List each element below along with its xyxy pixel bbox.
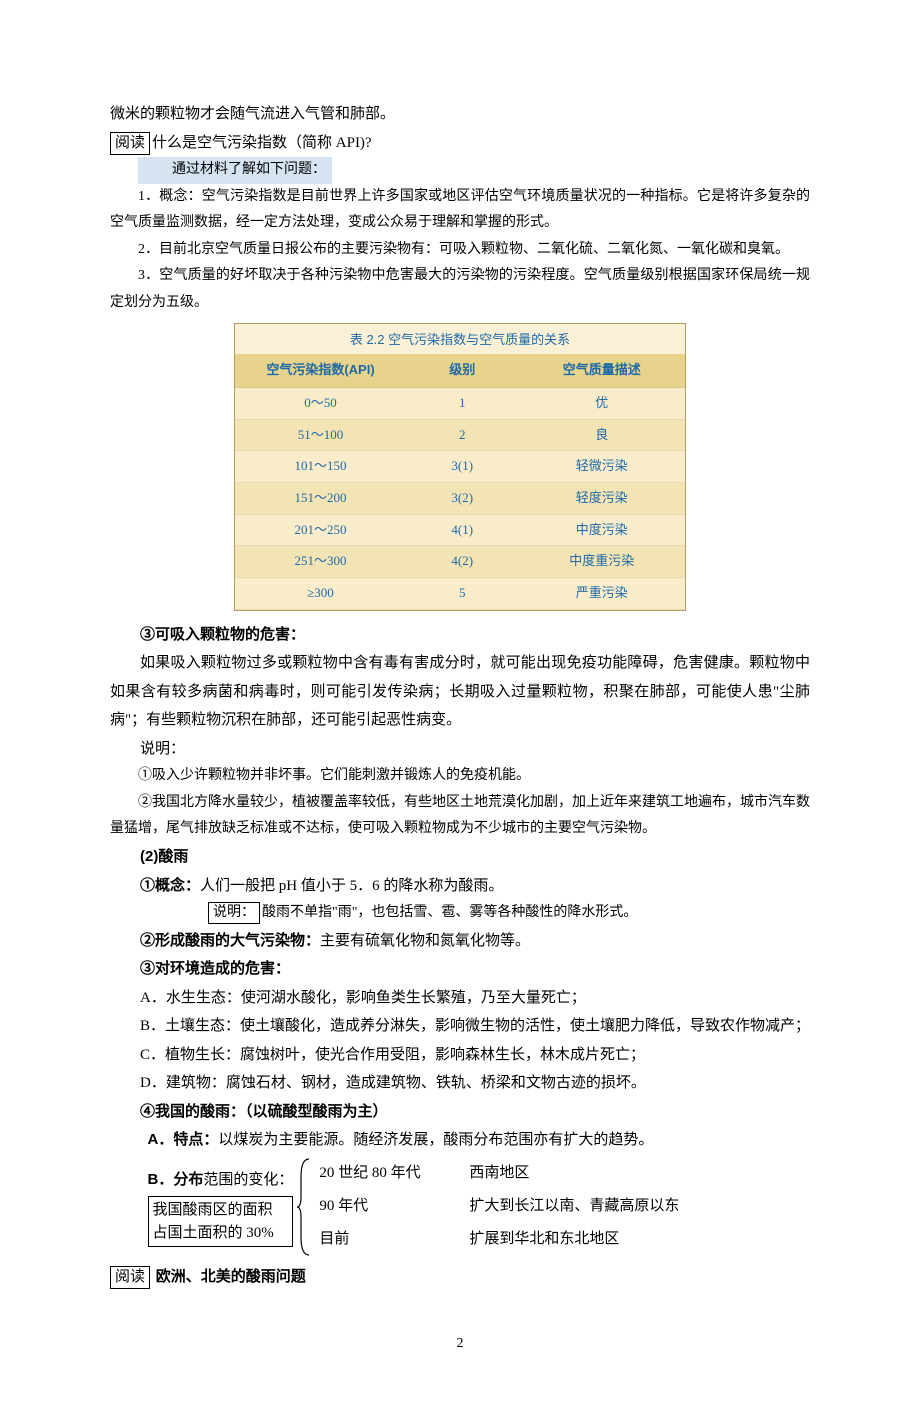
api-table-wrap: 表 2.2 空气污染指数与空气质量的关系 空气污染指数(API)级别空气质量描述… [110,323,810,611]
table-row: 0～501优 [235,387,685,419]
cn-acid-heading-text: ④我国的酸雨：（以硫酸型酸雨为主） [140,1103,388,1120]
bracket-period: 20 世纪 80 年代 [319,1157,469,1190]
api-table-box: 表 2.2 空气污染指数与空气质量的关系 空气污染指数(API)级别空气质量描述… [234,323,686,611]
cn-a: A．特点：以煤炭为主要能源。随经济发展，酸雨分布范围亦有扩大的趋势。 [110,1126,810,1155]
acid-note: 说明：酸雨不单指"雨"，也包括雪、雹、雾等各种酸性的降水形式。 [110,900,810,927]
acid-form: ②形成酸雨的大气污染物：主要有硫氧化物和氮氧化物等。 [110,927,810,956]
api-table-caption: 表 2.2 空气污染指数与空气质量的关系 [235,324,685,355]
bracket-region: 西南地区 [469,1157,529,1190]
table-cell: 轻度污染 [519,483,686,515]
acid-heading: (2)酸雨 [110,843,810,872]
acid-concept: ①概念：人们一般把 pH 值小于 5．6 的降水称为酸雨。 [110,872,810,901]
intro-continuation: 微米的颗粒物才会随气流进入气管和肺部。 [110,100,810,129]
table-cell: 中度污染 [519,514,686,546]
api-table: 空气污染指数(API)级别空气质量描述 0～501优51～1002良101～15… [235,354,685,610]
table-cell: 1 [406,387,519,419]
bracket-right-row: 20 世纪 80 年代西南地区 [319,1157,679,1190]
acid-concept-label: ①概念： [140,877,200,894]
table-cell: 101～150 [235,451,406,483]
bracket-left-line2: 我国酸雨区的面积 [153,1199,289,1222]
table-cell: 3(2) [406,483,519,515]
table-cell: 51～100 [235,419,406,451]
harm-b: B．土壤生态：使土壤酸化，造成养分淋失，影响微生物的活性，使土壤肥力降低，导致农… [110,1012,810,1041]
harm-c: C．植物生长：腐蚀树叶，使光合作用受阻，影响森林生长，林木成片死亡； [110,1041,810,1070]
bracket-period: 目前 [319,1223,469,1256]
harm-p1: 如果吸入颗粒物过多或颗粒物中含有毒有害成分时，就可能出现免疫功能障碍，危害健康。… [110,649,810,735]
cn-b-suffix: 范围的变化： [203,1172,293,1188]
bracket-right-row: 目前扩展到华北和东北地区 [319,1223,679,1256]
table-cell: 251～300 [235,546,406,578]
acid-form-text: 主要有硫氧化物和氮氧化物等。 [320,933,530,949]
table-cell: 4(1) [406,514,519,546]
cn-b-label: B．分布 [148,1171,204,1188]
table-cell: 轻微污染 [519,451,686,483]
bracket-period: 90 年代 [319,1190,469,1223]
highlight-line: 通过材料了解如下问题： [110,157,810,184]
api-th: 空气污染指数(API) [235,354,406,387]
table-cell: 良 [519,419,686,451]
api-table-header-row: 空气污染指数(API)级别空气质量描述 [235,354,685,387]
distribution-bracket: B．分布范围的变化： 我国酸雨区的面积 占国土面积的 30% 20 世纪 80 … [110,1157,810,1257]
table-cell: 3(1) [406,451,519,483]
explain-2: ②我国北方降水量较少，植被覆盖率较低，有些地区土地荒漠化加剧，加上近年来建筑工地… [110,790,810,843]
api-th: 空气质量描述 [519,354,686,387]
table-cell: ≥300 [235,578,406,610]
cn-acid-heading: ④我国的酸雨：（以硫酸型酸雨为主） [110,1098,810,1127]
explain-1: ①吸入少许颗粒物并非坏事。它们能刺激并锻炼人的免疫机能。 [110,763,810,790]
table-row: 51～1002良 [235,419,685,451]
table-row: ≥3005严重污染 [235,578,685,610]
bracket-left-box: 我国酸雨区的面积 占国土面积的 30% [148,1196,294,1247]
harm-d: D．建筑物：腐蚀石材、钢材，造成建筑物、铁轨、桥梁和文物古迹的损坏。 [110,1069,810,1098]
table-cell: 中度重污染 [519,546,686,578]
table-cell: 5 [406,578,519,610]
page-number: 2 [110,1331,810,1358]
harm-a: A．水生生态：使河湖水酸化，影响鱼类生长繁殖，乃至大量死亡； [110,984,810,1013]
explain-label: 说明： [110,735,810,764]
bracket-region: 扩大到长江以南、青藏高原以东 [469,1190,679,1223]
cn-a-text: 以煤炭为主要能源。随经济发展，酸雨分布范围亦有扩大的趋势。 [218,1132,653,1148]
highlight-text: 通过材料了解如下问题： [138,157,332,184]
table-cell: 151～200 [235,483,406,515]
reading-title-2: 欧洲、北美的酸雨问题 [156,1268,306,1285]
bracket-left-line1: B．分布范围的变化： [148,1166,294,1195]
acid-harm-label-text: ③对环境造成的危害： [140,960,290,977]
curly-brace-icon [295,1157,313,1257]
harm-heading-text: ③可吸入颗粒物的危害： [140,626,305,643]
table-row: 101～1503(1)轻微污染 [235,451,685,483]
acid-harm-label: ③对环境造成的危害： [110,955,810,984]
reading-title-1: 什么是空气污染指数（简称 API)? [152,135,372,151]
table-row: 201～2504(1)中度污染 [235,514,685,546]
table-row: 251～3004(2)中度重污染 [235,546,685,578]
table-cell: 4(2) [406,546,519,578]
table-cell: 201～250 [235,514,406,546]
table-cell: 0～50 [235,387,406,419]
table-row: 151～2003(2)轻度污染 [235,483,685,515]
api-p2: 2．目前北京空气质量日报公布的主要污染物有：可吸入颗粒物、二氧化硫、二氧化氮、一… [110,237,810,264]
reading-block-2: 阅读 欧洲、北美的酸雨问题 [110,1263,810,1292]
bracket-left-line3: 占国土面积的 30% [153,1222,289,1245]
harm-heading: ③可吸入颗粒物的危害： [110,621,810,650]
acid-form-label: ②形成酸雨的大气污染物： [140,932,320,949]
reading-block-1: 阅读什么是空气污染指数（简称 API)? [110,129,810,158]
bracket-region: 扩展到华北和东北地区 [469,1223,619,1256]
table-cell: 优 [519,387,686,419]
reading-box-label: 阅读 [110,132,150,155]
bracket-right-row: 90 年代扩大到长江以南、青藏高原以东 [319,1190,679,1223]
acid-note-box: 说明： [208,902,260,924]
reading-box-label-2: 阅读 [110,1266,150,1289]
acid-concept-text: 人们一般把 pH 值小于 5．6 的降水称为酸雨。 [200,878,503,894]
api-p1: 1．概念：空气污染指数是目前世界上许多国家或地区评估空气环境质量状况的一种指标。… [110,184,810,237]
cn-a-label: A．特点： [148,1131,219,1148]
api-th: 级别 [406,354,519,387]
bracket-left: B．分布范围的变化： 我国酸雨区的面积 占国土面积的 30% [148,1157,294,1257]
table-cell: 严重污染 [519,578,686,610]
bracket-right: 20 世纪 80 年代西南地区90 年代扩大到长江以南、青藏高原以东目前扩展到华… [319,1157,679,1257]
acid-note-text: 酸雨不单指"雨"，也包括雪、雹、雾等各种酸性的降水形式。 [262,905,637,920]
page-content: 微米的颗粒物才会随气流进入气管和肺部。 阅读什么是空气污染指数（简称 API)?… [0,0,920,1418]
acid-heading-text: (2)酸雨 [140,848,188,865]
api-p3: 3．空气质量的好坏取决于各种污染物中危害最大的污染物的污染程度。空气质量级别根据… [110,263,810,316]
table-cell: 2 [406,419,519,451]
